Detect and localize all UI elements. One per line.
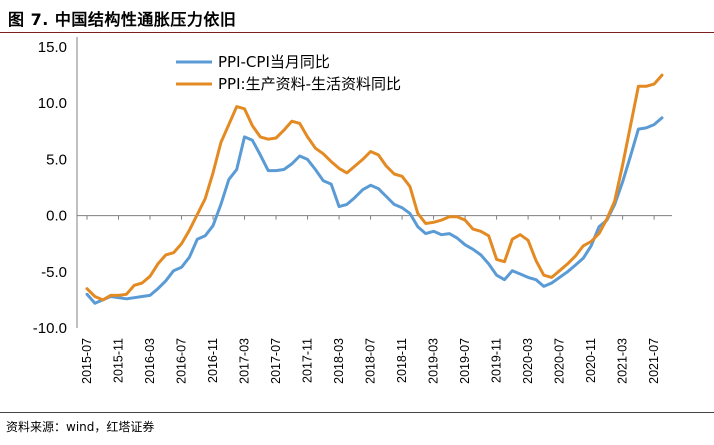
x-tick-label: 2016-07 <box>175 338 189 384</box>
series-line-1 <box>85 116 664 305</box>
x-tick-label: 2019-03 <box>427 338 441 384</box>
y-axis-ticks: 15.0 10.0 5.0 0.0 -5.0 -10.0 <box>33 39 67 337</box>
x-tick-label: 2016-11 <box>206 338 220 383</box>
line-chart: 15.010.05.00.0-5.0-10.0 2015-07 2015-11 20… <box>33 37 672 384</box>
chart-axes <box>76 37 672 328</box>
x-tick-label: 2020-03 <box>521 338 535 384</box>
series-line-2 <box>85 73 664 302</box>
y-tick-label: 10.0 <box>38 95 67 112</box>
x-tick-label: 2016-03 <box>143 338 157 384</box>
legend-label-1: PPI-CPI当月同比 <box>218 53 330 71</box>
x-tick-label: 2021-07 <box>647 338 661 384</box>
y-tick-label: 0.0 <box>46 208 67 225</box>
chart-series <box>85 73 664 305</box>
x-tick-label: 2017-03 <box>238 338 252 384</box>
x-tick-label: 2018-11 <box>395 338 409 383</box>
y-tick-label: 15.0 <box>38 39 67 56</box>
title-divider <box>0 32 714 33</box>
x-tick-label: 2015-07 <box>80 338 94 384</box>
x-tick-label: 2018-07 <box>364 338 378 384</box>
x-tick-label: 2019-07 <box>458 338 472 384</box>
source-note: 资料来源：wind，红塔证券 <box>6 420 155 434</box>
source-divider <box>0 412 714 413</box>
legend-label-2: PPI:生产资料-生活资料同比 <box>218 75 401 93</box>
figure-title: 图 7. 中国结构性通胀压力依旧 <box>8 10 237 29</box>
y-tick-label: -5.0 <box>41 264 67 281</box>
x-tick-label: 2018-03 <box>332 338 346 384</box>
y-tick-label: -10.0 <box>33 320 67 337</box>
x-tick-label: 2019-11 <box>490 338 504 383</box>
x-tick-label: 2020-07 <box>553 338 567 384</box>
x-tick-label: 2020-11 <box>584 338 598 383</box>
y-tick-label: 5.0 <box>46 151 67 168</box>
x-tick-label: 2017-07 <box>269 338 283 384</box>
x-tick-label: 2015-11 <box>112 338 126 383</box>
x-axis-ticks: 2015-07 2015-11 2016-03 2016-07 2016-11 2017-… <box>80 215 661 384</box>
x-tick-label: 2017-11 <box>301 338 315 383</box>
x-tick-label: 2021-03 <box>616 338 630 384</box>
chart-legend: PPI-CPI当月同比 PPI:生产资料-生活资料同比 <box>176 53 401 93</box>
